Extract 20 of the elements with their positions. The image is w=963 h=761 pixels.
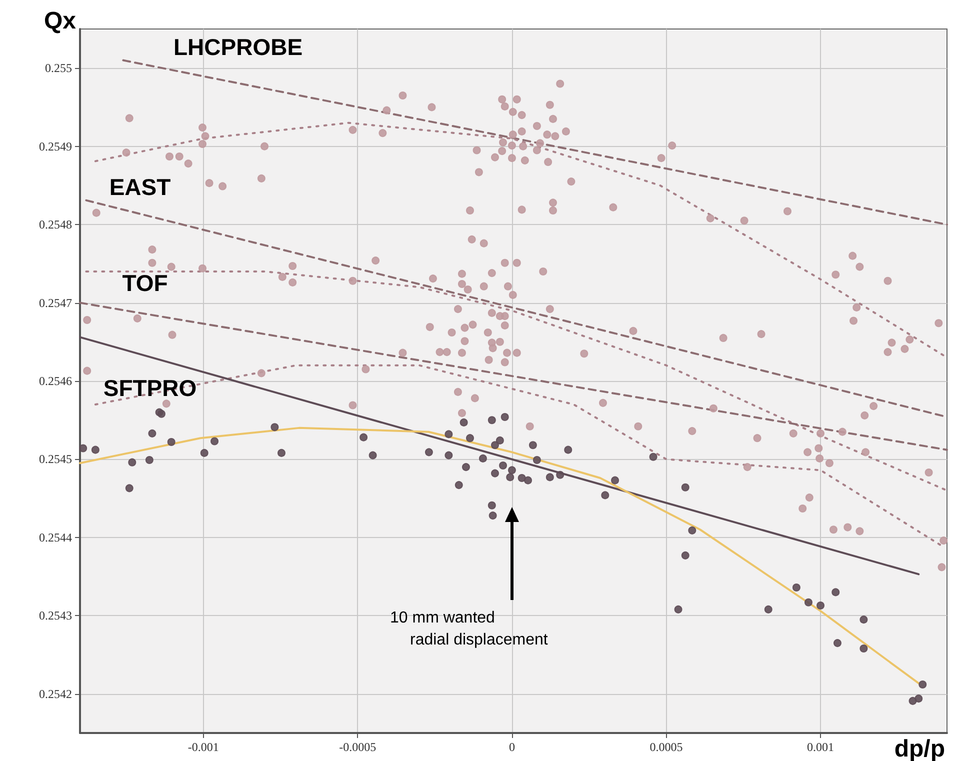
y-tick-label: 0.255 — [45, 61, 72, 76]
annotation: LHCPROBE — [173, 34, 303, 60]
annotation: 10 mm wanted radial displacement — [390, 610, 548, 648]
y-tick-label: 0.2546 — [39, 374, 72, 388]
y-tick-label: 0.2542 — [39, 686, 72, 701]
y-tick-label: 0.2544 — [39, 530, 72, 544]
y-tick-label: 0.2547 — [39, 296, 72, 310]
x-tick-label: 0.0005 — [650, 740, 683, 754]
x-tick-label: 0.001 — [807, 740, 834, 754]
y-tick-label: 0.2543 — [39, 608, 72, 623]
x-tick-label: -0.0005 — [339, 740, 376, 754]
y-tick-label: 0.2549 — [39, 139, 72, 154]
annotation: EAST — [109, 174, 171, 200]
y-axis-title: Qx — [44, 8, 77, 34]
y-tick-label: 0.2548 — [39, 218, 72, 232]
x-tick-label: -0.001 — [188, 740, 219, 754]
annotation: SFTPRO — [103, 375, 197, 401]
y-tick-label: 0.2545 — [39, 452, 72, 466]
x-tick-label: 0 — [508, 740, 515, 754]
annotation: TOF — [122, 270, 168, 296]
